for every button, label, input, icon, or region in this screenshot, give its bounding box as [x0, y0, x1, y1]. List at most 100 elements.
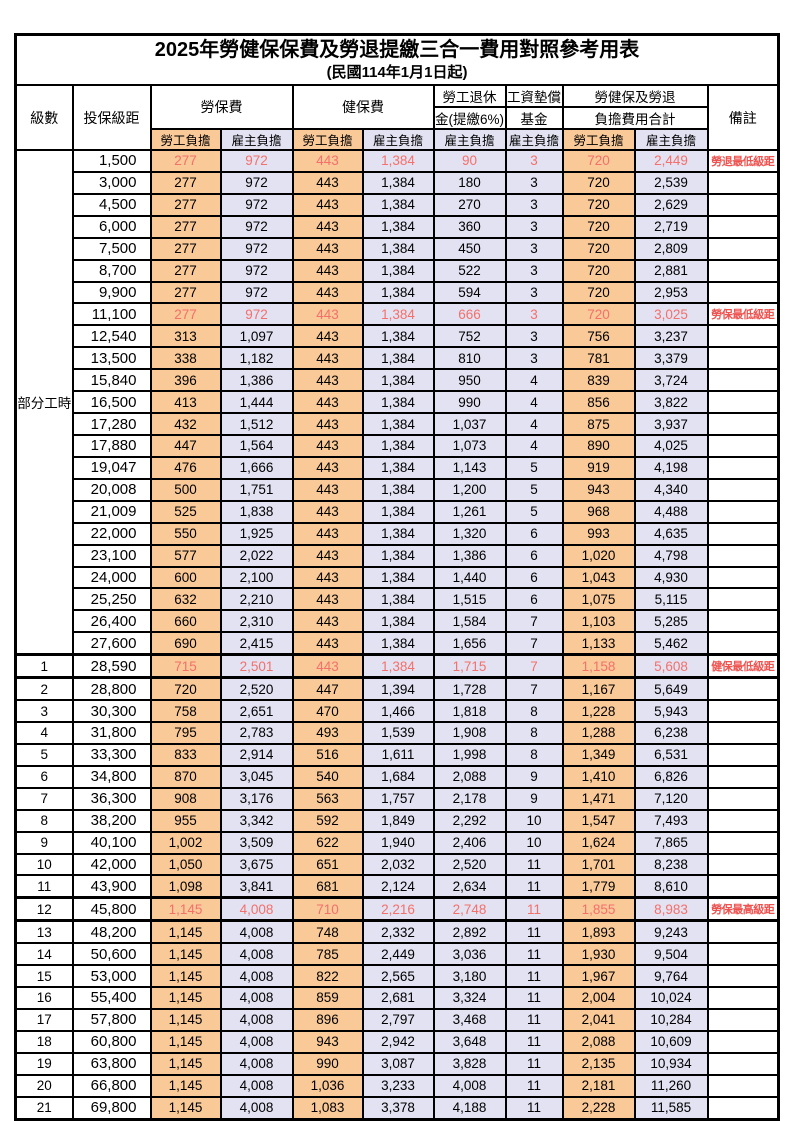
- labor-employer-cell: 4,008: [219, 986, 294, 1010]
- labor-employee-cell: 313: [149, 324, 222, 349]
- bracket-cell: 60,800: [71, 1029, 152, 1054]
- labor-employee-cell: 795: [149, 720, 222, 745]
- remark-cell: [706, 587, 780, 612]
- table-row: 12,540 313 1,097 443 1,384 752 3 756 3,237: [16, 324, 780, 349]
- pension-employer-cell: 1,818: [432, 699, 507, 723]
- fund-employer-cell: 11: [504, 874, 564, 899]
- fund-employer-cell: 11: [504, 1073, 564, 1098]
- level-cell: 14: [14, 942, 74, 967]
- bracket-cell: 66,800: [71, 1073, 152, 1098]
- pension-employer-cell: 2,292: [432, 808, 507, 833]
- bracket-cell: 36,300: [71, 786, 152, 811]
- labor-employer-cell: 4,008: [219, 964, 294, 989]
- total-employer-cell: 4,025: [633, 433, 709, 458]
- labor-employee-cell: 1,145: [149, 942, 222, 967]
- bracket-cell: 24,000: [71, 565, 152, 590]
- total-employee-cell: 2,088: [561, 1029, 636, 1054]
- fund-employer-cell: 7: [504, 609, 564, 634]
- total-employee-cell: 1,133: [561, 631, 636, 656]
- total-employer-cell: 3,822: [633, 390, 709, 415]
- labor-employee-cell: 715: [149, 653, 222, 680]
- labor-employer-cell: 4,008: [219, 896, 294, 923]
- health-employee-cell: 443: [291, 170, 364, 195]
- remark-cell: [706, 1029, 780, 1054]
- health-employer-cell: 1,384: [361, 587, 435, 612]
- total-employee-cell: 2,041: [561, 1007, 636, 1032]
- remark-cell: [706, 1095, 780, 1121]
- table-row: 26,400 660 2,310 443 1,384 1,584 7 1,103 5,285: [16, 609, 780, 634]
- remark-cell: [706, 852, 780, 877]
- pension-employer-cell: 3,468: [432, 1007, 507, 1032]
- fund-employer-cell: 10: [504, 808, 564, 833]
- fund-employer-cell: 5: [504, 499, 564, 524]
- bracket-cell: 20,008: [71, 477, 152, 502]
- remark-cell: [706, 324, 780, 349]
- pension-employer-cell: 1,656: [432, 631, 507, 656]
- labor-employee-cell: 476: [149, 455, 222, 480]
- fund-employer-cell: 4: [504, 433, 564, 458]
- bracket-cell: 40,100: [71, 830, 152, 855]
- total-employer-cell: 4,635: [633, 521, 709, 546]
- fund-employer-cell: 11: [504, 1051, 564, 1076]
- labor-employer-cell: 3,841: [219, 874, 294, 899]
- table-row: 3 30,300 758 2,651 470 1,466 1,818 8 1,228 5,943: [14, 699, 780, 723]
- reference-table-sheet: 2025年勞健保保費及勞退提繳三合一費用對照參考用表 (民國114年1月1日起)…: [14, 33, 781, 1121]
- labor-employer-cell: 972: [219, 192, 294, 217]
- bracket-cell: 11,100: [71, 302, 152, 327]
- header-row-groups: 級數 投保級距 勞保費 健保費 勞工退休 工資墊償 勞健保及勞退 備註: [14, 84, 780, 151]
- labor-employer-cell: 1,838: [219, 499, 294, 524]
- bracket-cell: 7,500: [71, 236, 152, 261]
- health-employee-cell: 859: [291, 986, 364, 1010]
- header-row-sublabels: 勞工負擔 雇主負擔 勞工負擔 雇主負擔 雇主負擔 雇主負擔 勞工負擔 雇主負擔: [16, 128, 779, 151]
- health-employee-cell: 443: [291, 368, 364, 393]
- labor-employee-cell: 833: [149, 742, 222, 767]
- health-employee-cell: 443: [291, 433, 364, 458]
- remark-cell: [706, 346, 780, 371]
- header-pension-employer: 雇主負擔: [432, 128, 507, 151]
- total-employer-cell: 10,934: [633, 1051, 709, 1076]
- health-employee-cell: 443: [291, 565, 364, 590]
- pension-employer-cell: 1,728: [432, 676, 507, 702]
- bracket-cell: 31,800: [71, 720, 152, 745]
- table-row: 7 36,300 908 3,176 563 1,757 2,178 9 1,471 7,120: [14, 786, 780, 811]
- pension-employer-cell: 522: [432, 258, 507, 283]
- table-row: 6 34,800 870 3,045 540 1,684 2,088 9 1,410 6,826: [14, 764, 780, 789]
- health-employee-cell: 710: [291, 896, 364, 923]
- health-employee-cell: 443: [291, 149, 364, 173]
- total-employer-cell: 6,826: [633, 764, 709, 789]
- labor-employer-cell: 4,008: [219, 1007, 294, 1032]
- total-employee-cell: 1,624: [561, 830, 636, 855]
- labor-employer-cell: 1,182: [219, 346, 294, 371]
- health-employer-cell: 1,940: [361, 830, 435, 855]
- health-employer-cell: 1,384: [361, 258, 435, 283]
- bracket-cell: 23,100: [71, 543, 152, 568]
- remark-cell: [706, 455, 780, 480]
- fund-employer-cell: 5: [504, 477, 564, 502]
- total-employee-cell: 1,075: [561, 587, 636, 612]
- health-employee-cell: 443: [291, 587, 364, 612]
- labor-employer-cell: 1,097: [219, 324, 294, 349]
- bracket-cell: 3,000: [71, 170, 152, 195]
- health-employer-cell: 2,681: [361, 986, 435, 1010]
- pension-employer-cell: 2,892: [432, 919, 507, 945]
- pension-employer-cell: 180: [432, 170, 507, 195]
- health-employee-cell: 540: [291, 764, 364, 789]
- pension-employer-cell: 1,143: [432, 455, 507, 480]
- table-row: 27,600 690 2,415 443 1,384 1,656 7 1,133 5,462: [16, 631, 780, 656]
- health-employer-cell: 2,124: [361, 874, 435, 899]
- pension-employer-cell: 810: [432, 346, 507, 371]
- bracket-cell: 57,800: [71, 1007, 152, 1032]
- labor-employee-cell: 870: [149, 764, 222, 789]
- table-row: 18 60,800 1,145 4,008 943 2,942 3,648 11 2,088 10…: [14, 1029, 780, 1054]
- table-body: 部分工時 1,500 277 972 443 1,384 90 3 720 2,449 勞退最低級距…: [14, 149, 780, 1121]
- bracket-cell: 28,800: [71, 676, 152, 702]
- labor-employee-cell: 447: [149, 433, 222, 458]
- total-employee-cell: 839: [561, 368, 636, 393]
- level-cell: 18: [14, 1029, 74, 1054]
- health-employee-cell: 443: [291, 236, 364, 261]
- health-employer-cell: 1,466: [361, 699, 435, 723]
- health-employee-cell: 443: [291, 521, 364, 546]
- labor-employee-cell: 525: [149, 499, 222, 524]
- health-employer-cell: 1,539: [361, 720, 435, 745]
- pension-employer-cell: 1,440: [432, 565, 507, 590]
